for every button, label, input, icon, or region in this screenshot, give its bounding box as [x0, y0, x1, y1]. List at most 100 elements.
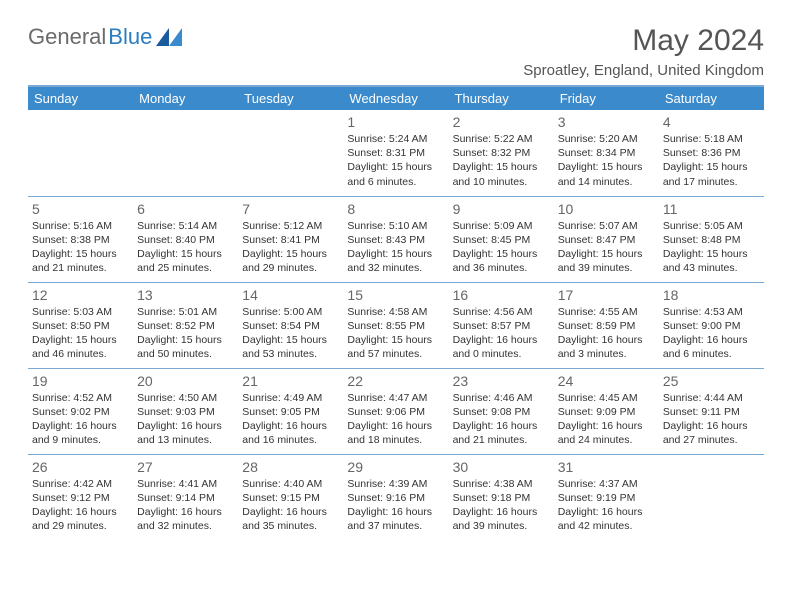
day-number: 23 [453, 373, 550, 389]
day-cell: 30 Sunrise: 4:38 AMSunset: 9:18 PMDayligh… [449, 454, 554, 540]
day-cell: 18 Sunrise: 4:53 AMSunset: 9:00 PMDayligh… [659, 282, 764, 368]
day-cell: 31Sunrise: 4:37 AMSunset: 9:19 PMDayligh… [554, 454, 659, 540]
day-header: Tuesday [238, 87, 343, 110]
day-cell: 19 Sunrise: 4:52 AMSunset: 9:02 PMDayligh… [28, 368, 133, 454]
day-cell: 12 Sunrise: 5:03 AMSunset: 8:50 PMDayligh… [28, 282, 133, 368]
day-number: 5 [32, 201, 129, 217]
day-info: Sunrise: 4:55 AMSunset: 8:59 PMDaylight:… [558, 305, 655, 362]
day-info: Sunrise: 4:58 AMSunset: 8:55 PMDaylight:… [347, 305, 444, 362]
day-info: Sunrise: 5:20 AMSunset: 8:34 PMDaylight:… [558, 132, 655, 189]
day-number: 6 [137, 201, 234, 217]
day-info: Sunrise: 4:44 AMSunset: 9:11 PMDaylight:… [663, 391, 760, 448]
day-cell: 8Sunrise: 5:10 AMSunset: 8:43 PMDaylight… [343, 196, 448, 282]
logo-triangle-icon [156, 28, 182, 46]
day-cell: 5 Sunrise: 5:16 AMSunset: 8:38 PMDaylight… [28, 196, 133, 282]
day-cell: 22Sunrise: 4:47 AMSunset: 9:06 PMDayligh… [343, 368, 448, 454]
calendar-table: SundayMondayTuesdayWednesdayThursdayFrid… [28, 87, 764, 540]
day-info: Sunrise: 4:53 AMSunset: 9:00 PMDaylight:… [663, 305, 760, 362]
day-info: Sunrise: 5:12 AMSunset: 8:41 PMDaylight:… [242, 219, 339, 276]
day-info: Sunrise: 4:37 AMSunset: 9:19 PMDaylight:… [558, 477, 655, 534]
day-info: Sunrise: 4:41 AMSunset: 9:14 PMDaylight:… [137, 477, 234, 534]
day-cell: 9 Sunrise: 5:09 AMSunset: 8:45 PMDaylight… [449, 196, 554, 282]
day-cell [28, 110, 133, 196]
day-cell: 1Sunrise: 5:24 AMSunset: 8:31 PMDaylight… [343, 110, 448, 196]
week-row: 5 Sunrise: 5:16 AMSunset: 8:38 PMDaylight… [28, 196, 764, 282]
day-header: Saturday [659, 87, 764, 110]
day-info: Sunrise: 5:03 AMSunset: 8:50 PMDaylight:… [32, 305, 129, 362]
day-info: Sunrise: 4:49 AMSunset: 9:05 PMDaylight:… [242, 391, 339, 448]
day-cell: 11Sunrise: 5:05 AMSunset: 8:48 PMDayligh… [659, 196, 764, 282]
day-info: Sunrise: 4:45 AMSunset: 9:09 PMDaylight:… [558, 391, 655, 448]
day-info: Sunrise: 4:50 AMSunset: 9:03 PMDaylight:… [137, 391, 234, 448]
day-number: 21 [242, 373, 339, 389]
day-cell: 27 Sunrise: 4:41 AMSunset: 9:14 PMDayligh… [133, 454, 238, 540]
day-number: 2 [453, 114, 550, 130]
day-cell [133, 110, 238, 196]
day-number: 27 [137, 459, 234, 475]
calendar-body: 1Sunrise: 5:24 AMSunset: 8:31 PMDaylight… [28, 110, 764, 540]
day-number: 13 [137, 287, 234, 303]
day-cell: 16Sunrise: 4:56 AMSunset: 8:57 PMDayligh… [449, 282, 554, 368]
day-cell: 7 Sunrise: 5:12 AMSunset: 8:41 PMDaylight… [238, 196, 343, 282]
day-info: Sunrise: 5:10 AMSunset: 8:43 PMDaylight:… [347, 219, 444, 276]
day-cell: 24Sunrise: 4:45 AMSunset: 9:09 PMDayligh… [554, 368, 659, 454]
day-header: Wednesday [343, 87, 448, 110]
day-number: 1 [347, 114, 444, 130]
day-cell: 4Sunrise: 5:18 AMSunset: 8:36 PMDaylight… [659, 110, 764, 196]
day-number: 30 [453, 459, 550, 475]
day-number: 29 [347, 459, 444, 475]
day-info: Sunrise: 5:01 AMSunset: 8:52 PMDaylight:… [137, 305, 234, 362]
day-info: Sunrise: 4:56 AMSunset: 8:57 PMDaylight:… [453, 305, 550, 362]
day-cell: 28 Sunrise: 4:40 AMSunset: 9:15 PMDayligh… [238, 454, 343, 540]
week-row: 12 Sunrise: 5:03 AMSunset: 8:50 PMDayligh… [28, 282, 764, 368]
logo-text-2: Blue [108, 24, 152, 50]
day-number: 9 [453, 201, 550, 217]
day-number: 18 [663, 287, 760, 303]
day-number: 15 [347, 287, 444, 303]
day-header-row: SundayMondayTuesdayWednesdayThursdayFrid… [28, 87, 764, 110]
day-number: 26 [32, 459, 129, 475]
day-cell: 10 Sunrise: 5:07 AMSunset: 8:47 PMDayligh… [554, 196, 659, 282]
day-info: Sunrise: 5:00 AMSunset: 8:54 PMDaylight:… [242, 305, 339, 362]
day-cell: 13 Sunrise: 5:01 AMSunset: 8:52 PMDayligh… [133, 282, 238, 368]
day-cell: 17Sunrise: 4:55 AMSunset: 8:59 PMDayligh… [554, 282, 659, 368]
day-info: Sunrise: 5:22 AMSunset: 8:32 PMDaylight:… [453, 132, 550, 189]
day-number: 4 [663, 114, 760, 130]
day-cell: 20Sunrise: 4:50 AMSunset: 9:03 PMDayligh… [133, 368, 238, 454]
day-info: Sunrise: 5:09 AMSunset: 8:45 PMDaylight:… [453, 219, 550, 276]
day-number: 14 [242, 287, 339, 303]
day-header: Sunday [28, 87, 133, 110]
day-cell: 21 Sunrise: 4:49 AMSunset: 9:05 PMDayligh… [238, 368, 343, 454]
day-cell: 14 Sunrise: 5:00 AMSunset: 8:54 PMDayligh… [238, 282, 343, 368]
day-number: 12 [32, 287, 129, 303]
day-cell: 29 Sunrise: 4:39 AMSunset: 9:16 PMDayligh… [343, 454, 448, 540]
week-row: 19 Sunrise: 4:52 AMSunset: 9:02 PMDayligh… [28, 368, 764, 454]
day-info: Sunrise: 5:16 AMSunset: 8:38 PMDaylight:… [32, 219, 129, 276]
day-number: 7 [242, 201, 339, 217]
day-cell: 2 Sunrise: 5:22 AMSunset: 8:32 PMDaylight… [449, 110, 554, 196]
day-header: Friday [554, 87, 659, 110]
day-number: 25 [663, 373, 760, 389]
day-cell: 6Sunrise: 5:14 AMSunset: 8:40 PMDaylight… [133, 196, 238, 282]
logo: GeneralBlue [28, 24, 182, 50]
header: GeneralBlue May 2024 Sproatley, England,… [28, 24, 764, 79]
day-cell: 25 Sunrise: 4:44 AMSunset: 9:11 PMDayligh… [659, 368, 764, 454]
day-cell: 3Sunrise: 5:20 AMSunset: 8:34 PMDaylight… [554, 110, 659, 196]
day-info: Sunrise: 4:38 AMSunset: 9:18 PMDaylight:… [453, 477, 550, 534]
day-info: Sunrise: 4:40 AMSunset: 9:15 PMDaylight:… [242, 477, 339, 534]
day-number: 28 [242, 459, 339, 475]
day-info: Sunrise: 5:07 AMSunset: 8:47 PMDaylight:… [558, 219, 655, 276]
logo-text-1: General [28, 24, 106, 50]
week-row: 1Sunrise: 5:24 AMSunset: 8:31 PMDaylight… [28, 110, 764, 196]
title-block: May 2024 Sproatley, England, United King… [523, 24, 764, 79]
month-title: May 2024 [523, 24, 764, 58]
day-info: Sunrise: 4:39 AMSunset: 9:16 PMDaylight:… [347, 477, 444, 534]
day-cell: 15 Sunrise: 4:58 AMSunset: 8:55 PMDayligh… [343, 282, 448, 368]
day-cell [238, 110, 343, 196]
day-number: 10 [558, 201, 655, 217]
day-info: Sunrise: 4:42 AMSunset: 9:12 PMDaylight:… [32, 477, 129, 534]
day-header: Monday [133, 87, 238, 110]
day-number: 11 [663, 201, 760, 217]
day-number: 19 [32, 373, 129, 389]
day-info: Sunrise: 4:52 AMSunset: 9:02 PMDaylight:… [32, 391, 129, 448]
